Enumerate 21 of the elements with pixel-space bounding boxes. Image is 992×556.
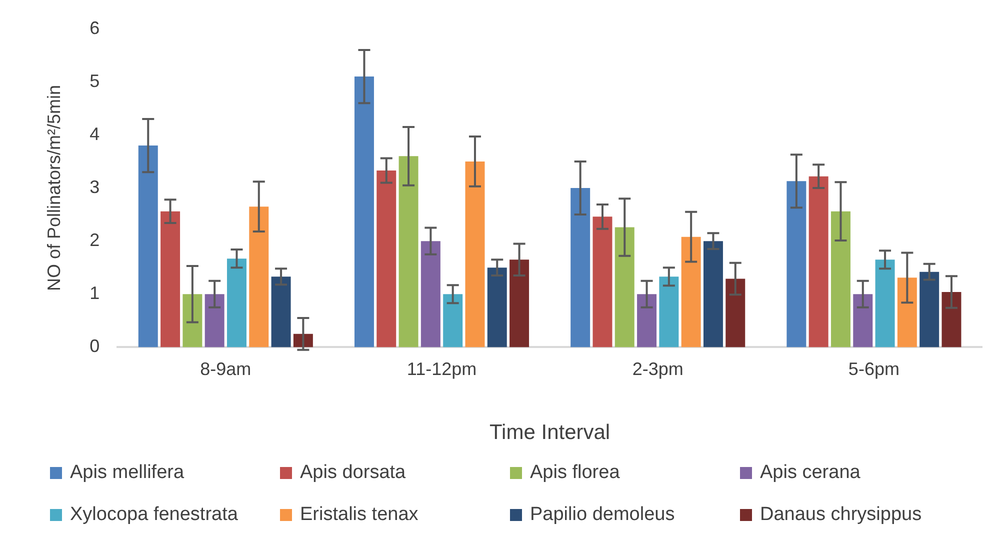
legend-label: Apis dorsata — [300, 462, 406, 484]
legend-label: Papilio demoleus — [530, 504, 675, 526]
legend-label: Apis cerana — [760, 462, 860, 484]
x-tick-label: 11-12pm — [406, 358, 477, 379]
legend-label: Apis florea — [530, 462, 620, 484]
y-tick-label: 1 — [90, 283, 100, 304]
y-tick-label: 3 — [90, 176, 100, 197]
y-axis-title: NO of Pollinators/m²/5min — [44, 84, 64, 292]
y-tick-label: 0 — [90, 336, 100, 356]
legend-label: Xylocopa fenestrata — [70, 504, 238, 526]
x-tick-label: 8-9am — [200, 358, 252, 379]
y-tick-label: 2 — [90, 230, 100, 250]
legend-label: Eristalis tenax — [300, 504, 418, 526]
legend-label: Apis mellifera — [70, 462, 184, 484]
x-tick-label: 5-6pm — [848, 358, 900, 379]
y-tick-label: 5 — [90, 70, 100, 91]
y-tick-label: 4 — [90, 124, 100, 144]
x-axis-title: Time Interval — [490, 421, 610, 444]
y-tick-label: 6 — [90, 18, 100, 38]
legend-label: Danaus chrysippus — [760, 504, 922, 526]
x-tick-label: 2-3pm — [632, 358, 684, 379]
